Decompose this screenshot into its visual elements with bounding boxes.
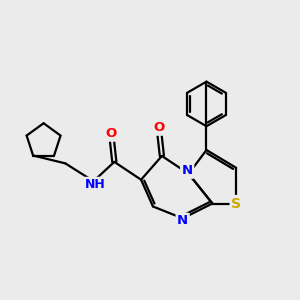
Text: NH: NH <box>85 178 105 191</box>
Text: N: N <box>177 214 188 227</box>
Text: N: N <box>182 164 193 177</box>
Text: O: O <box>153 121 164 134</box>
Text: O: O <box>106 127 117 140</box>
Text: S: S <box>231 196 241 211</box>
